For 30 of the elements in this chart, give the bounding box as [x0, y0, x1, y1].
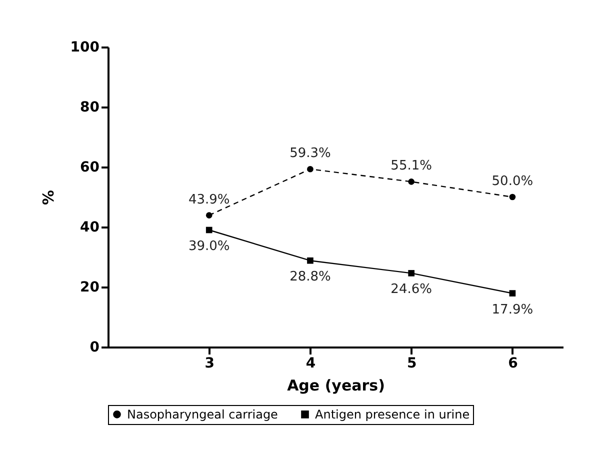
y-axis-title: %	[39, 190, 58, 206]
data-label: 39.0%	[188, 239, 230, 254]
data-label: 55.1%	[390, 158, 432, 174]
point	[408, 270, 414, 276]
x-tick-label: 4	[306, 356, 316, 372]
y-tick-label: 0	[90, 340, 100, 356]
x-tick-label: 3	[204, 356, 214, 372]
x-tick-label: 6	[508, 356, 518, 372]
data-label: 59.3%	[290, 146, 331, 162]
data-label: 50.0%	[492, 174, 534, 189]
point	[408, 178, 414, 185]
data-label: 17.9%	[492, 302, 534, 318]
point	[206, 226, 212, 234]
y-tick-label: 80	[80, 100, 100, 116]
legend-label: Antigen presence in urine	[315, 407, 470, 422]
data-label: 43.9%	[188, 192, 230, 208]
y-tick-label: 60	[80, 160, 100, 176]
x-tick-label: 5	[406, 356, 417, 372]
y-tick-label: 100	[70, 40, 100, 56]
y-tick-label: 40	[80, 220, 100, 236]
data-label: 28.8%	[290, 270, 331, 285]
y-tick-label: 20	[80, 280, 100, 296]
x-axis-title: Age (years)	[287, 376, 385, 394]
point	[509, 290, 516, 296]
legend-label: Nasopharyngeal carriage	[127, 407, 278, 422]
point	[206, 212, 212, 218]
point	[307, 257, 314, 264]
point	[509, 194, 516, 200]
data-label: 24.6%	[390, 282, 432, 298]
point	[307, 166, 314, 172]
